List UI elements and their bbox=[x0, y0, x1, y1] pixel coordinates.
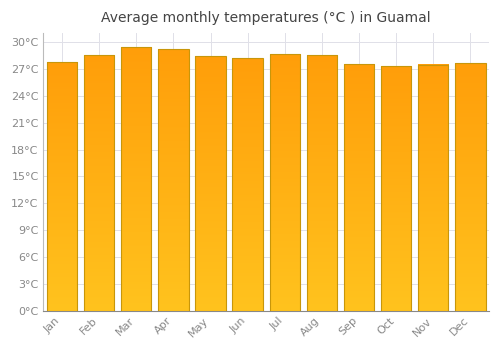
Bar bbox=[196, 56, 226, 310]
Bar bbox=[306, 55, 337, 310]
Bar bbox=[47, 62, 77, 310]
Bar bbox=[158, 49, 188, 310]
Bar bbox=[381, 66, 412, 310]
Bar bbox=[232, 58, 263, 310]
Title: Average monthly temperatures (°C ) in Guamal: Average monthly temperatures (°C ) in Gu… bbox=[102, 11, 431, 25]
Bar bbox=[121, 47, 152, 310]
Bar bbox=[344, 64, 374, 310]
Bar bbox=[84, 55, 114, 310]
Bar bbox=[270, 54, 300, 310]
Bar bbox=[455, 63, 486, 310]
Bar bbox=[418, 64, 448, 310]
